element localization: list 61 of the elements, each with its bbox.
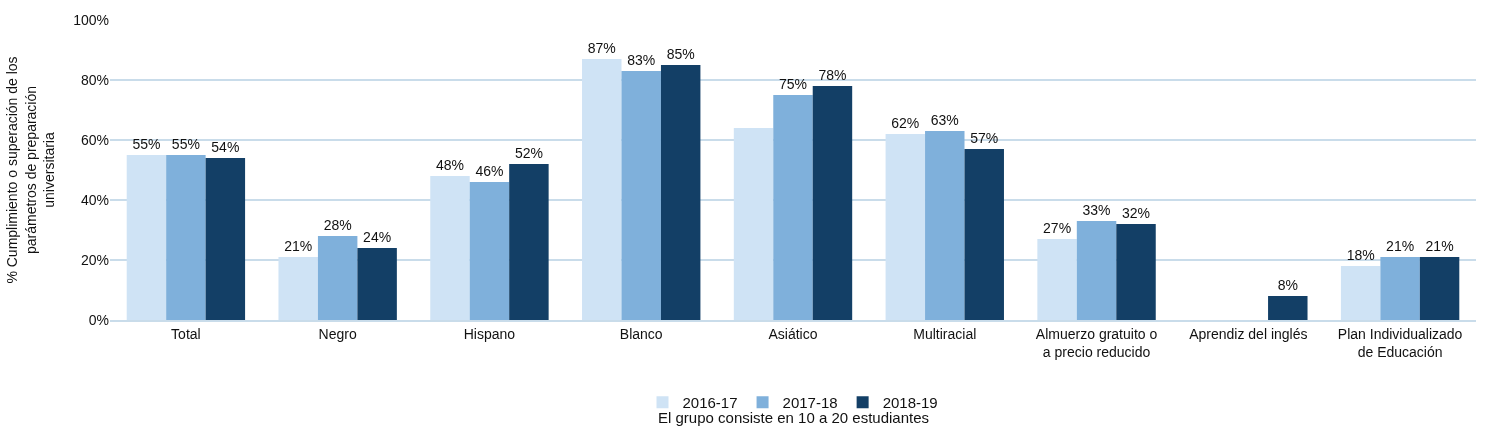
bar xyxy=(166,155,206,320)
x-tick-label: Almuerzo gratuito o a precio reducido xyxy=(1035,325,1158,360)
data-label: 55% xyxy=(132,136,161,152)
y-tick-label: 80% xyxy=(80,71,109,88)
data-label: 46% xyxy=(475,163,504,179)
bar xyxy=(773,95,813,320)
legend-label: 2018-19 xyxy=(882,394,938,412)
bar xyxy=(205,158,246,320)
bar xyxy=(1380,257,1420,320)
bar xyxy=(812,86,853,320)
x-tick-label: Negro xyxy=(318,325,357,342)
y-tick-label: 100% xyxy=(73,11,109,28)
bar xyxy=(469,182,510,320)
data-label: 21% xyxy=(284,238,313,254)
bar xyxy=(1419,257,1460,320)
bar xyxy=(317,236,358,320)
bar xyxy=(1116,224,1156,320)
data-label: 32% xyxy=(1122,205,1151,221)
x-tick-label: Hispano xyxy=(463,325,516,342)
data-label: 75% xyxy=(778,76,808,92)
data-label: 78% xyxy=(818,67,847,83)
x-tick-label: Blanco xyxy=(619,325,663,342)
data-label: 27% xyxy=(1043,220,1072,236)
data-label: 54% xyxy=(211,139,240,155)
data-label: 85% xyxy=(666,46,695,62)
y-tick-label: 40% xyxy=(80,191,109,208)
data-label: 18% xyxy=(1346,247,1375,263)
legend-label: 2016-17 xyxy=(682,394,738,412)
data-label: 87% xyxy=(587,40,616,56)
data-label: 28% xyxy=(323,217,352,233)
data-label: 8% xyxy=(1277,277,1298,293)
data-label: 63% xyxy=(930,112,959,128)
y-tick-label: 60% xyxy=(80,131,109,148)
x-tick-label: Asiático xyxy=(768,325,818,342)
data-label: 57% xyxy=(970,130,999,146)
y-tick-label: 0% xyxy=(88,311,109,328)
y-axis-title: % Cumplimiento o superación de los parámetros de preparación universitaria xyxy=(4,56,57,284)
bar xyxy=(925,131,965,320)
data-label: 33% xyxy=(1082,202,1111,218)
data-label: 62% xyxy=(891,115,920,131)
bar xyxy=(357,248,397,320)
bar xyxy=(621,71,661,320)
data-label: 48% xyxy=(435,157,464,173)
data-label: 83% xyxy=(627,52,656,68)
data-label: 52% xyxy=(514,145,543,161)
x-tick-label: Plan Individualizado de Educación xyxy=(1337,325,1463,360)
legend-label: 2017-18 xyxy=(782,394,838,412)
x-tick-label: Multiracial xyxy=(913,325,977,342)
x-tick-label: Total xyxy=(171,325,201,342)
bar xyxy=(1076,221,1117,320)
bar xyxy=(964,149,1004,320)
bar xyxy=(660,65,701,320)
data-label: 21% xyxy=(1425,238,1454,254)
data-label: 21% xyxy=(1386,238,1415,254)
data-label: 24% xyxy=(363,229,392,245)
bar xyxy=(1268,296,1308,320)
data-label: 55% xyxy=(171,136,200,152)
text: El grupo consiste en 10 a 20 estudiantes xyxy=(658,409,930,426)
x-tick-label: Aprendiz del inglés xyxy=(1189,325,1308,342)
bar xyxy=(509,164,549,320)
y-tick-label: 20% xyxy=(80,251,109,268)
